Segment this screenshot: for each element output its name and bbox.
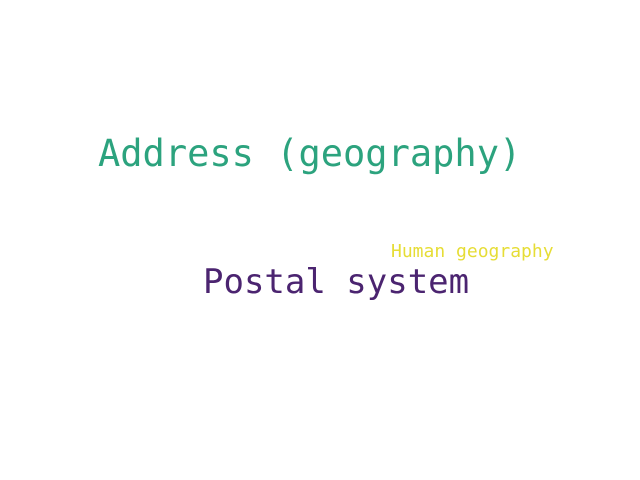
word-human-geography: Human geography bbox=[391, 241, 554, 262]
word-postal-system: Postal system bbox=[203, 262, 470, 302]
word-address-geography: Address (geography) bbox=[98, 132, 522, 175]
